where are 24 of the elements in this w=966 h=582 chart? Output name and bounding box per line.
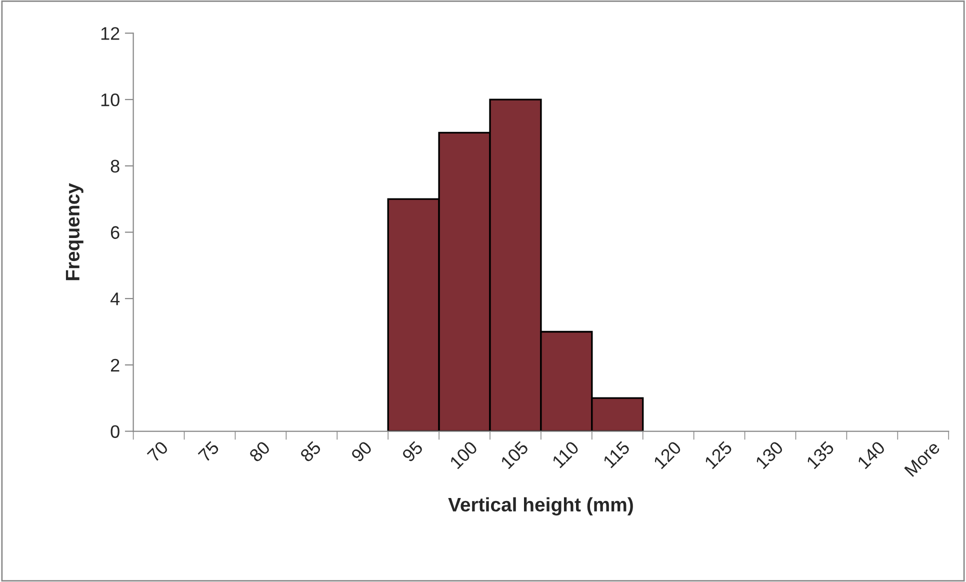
- x-tick-label: 125: [704, 440, 733, 470]
- x-tick-label: 115: [602, 440, 630, 468]
- x-tick-label: 140: [856, 440, 886, 470]
- y-tick-label: 10: [101, 93, 120, 106]
- x-tick-label: 100: [449, 440, 478, 470]
- x-tick-label: 85: [299, 440, 322, 463]
- x-axis-title: Vertical height (mm): [448, 497, 633, 516]
- x-tick-label: 80: [248, 440, 271, 463]
- x-tick-label: 120: [653, 440, 682, 470]
- x-tick-label: 70: [146, 440, 169, 463]
- x-tick-label: 135: [806, 440, 835, 470]
- y-tick-label: 12: [101, 27, 120, 40]
- y-tick-label: 0: [110, 425, 120, 438]
- y-axis-title: Frequency: [66, 183, 84, 280]
- x-tick-label: 75: [198, 440, 220, 463]
- x-tick-label: 95: [401, 440, 424, 463]
- x-tick-label: 110: [552, 440, 580, 468]
- y-tick-label: 4: [110, 292, 120, 306]
- y-tick-label: 2: [110, 358, 120, 372]
- x-tick-label: 90: [350, 440, 373, 463]
- x-tick-label: 130: [754, 440, 784, 470]
- x-tick-label: 105: [500, 440, 530, 470]
- y-tick-label: 8: [110, 160, 120, 173]
- y-tick-label: 6: [110, 226, 120, 239]
